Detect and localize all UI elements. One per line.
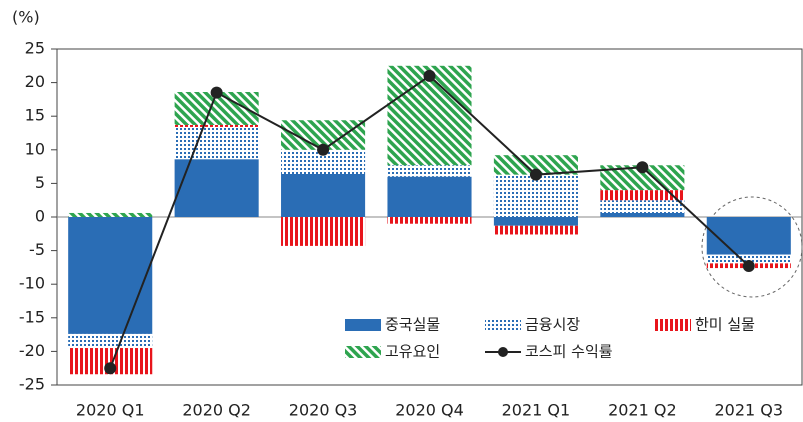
- highlight-circle: [701, 196, 803, 298]
- y-tick-label: 0: [35, 207, 45, 226]
- bar-segment: [387, 176, 472, 217]
- y-tick-label: -20: [19, 341, 45, 360]
- legend-label: 금융시장: [525, 316, 580, 334]
- x-tick-label: 2020 Q4: [395, 401, 464, 420]
- bar-segment: [493, 174, 578, 217]
- y-tick-label: -5: [29, 240, 45, 259]
- line-marker: [742, 260, 755, 273]
- legend-label: 고유요인: [385, 343, 440, 361]
- line-marker: [104, 362, 117, 375]
- x-tick-label: 2020 Q3: [289, 401, 358, 420]
- bar-segment: [493, 217, 578, 226]
- x-tick-label: 2021 Q3: [714, 401, 783, 420]
- bar-segment: [600, 190, 685, 201]
- bar-segment: [387, 165, 472, 177]
- line-marker: [423, 69, 436, 82]
- bar-segment: [706, 254, 791, 264]
- y-tick-label: 15: [25, 106, 45, 125]
- bar-segment: [600, 200, 685, 213]
- legend-label: 코스피 수익률: [525, 343, 613, 361]
- bar-segment: [68, 217, 153, 334]
- x-tick-label: 2021 Q1: [502, 401, 571, 420]
- y-tick-label: 25: [25, 39, 45, 58]
- line-marker: [636, 161, 649, 174]
- bar-segment: [174, 126, 259, 160]
- bar-segment: [68, 212, 153, 217]
- y-tick-label: 20: [25, 72, 45, 91]
- legend-swatch: [345, 319, 381, 331]
- bar-segment: [493, 225, 578, 235]
- line-marker: [317, 143, 330, 156]
- x-tick-label: 2020 Q1: [76, 401, 145, 420]
- legend-swatch: [498, 347, 508, 357]
- bar-segment: [174, 124, 259, 127]
- bar-segment: [600, 212, 685, 217]
- y-tick-label: -15: [19, 307, 45, 326]
- legend-label: 한미 실물: [695, 316, 755, 334]
- bar-segment: [68, 333, 153, 349]
- legend-swatch: [485, 319, 521, 331]
- bar-segment: [387, 217, 472, 224]
- legend-swatch: [655, 319, 691, 331]
- bar-segment: [174, 159, 259, 217]
- y-axis-label: (%): [12, 8, 40, 27]
- y-tick-label: 5: [35, 173, 45, 192]
- bar-segment: [281, 173, 366, 217]
- line-marker: [210, 86, 223, 99]
- y-tick-label: 10: [25, 139, 45, 158]
- x-tick-label: 2020 Q2: [182, 401, 251, 420]
- legend-swatch: [345, 346, 381, 358]
- y-tick-label: -10: [19, 274, 45, 293]
- y-tick-label: -25: [19, 375, 45, 394]
- line-marker: [529, 168, 542, 181]
- legend-label: 중국실물: [385, 316, 440, 334]
- bar-segment: [281, 217, 366, 246]
- bar-segment: [706, 217, 791, 255]
- x-tick-label: 2021 Q2: [608, 401, 677, 420]
- bar-segment: [387, 65, 472, 166]
- bar-segment: [493, 155, 578, 175]
